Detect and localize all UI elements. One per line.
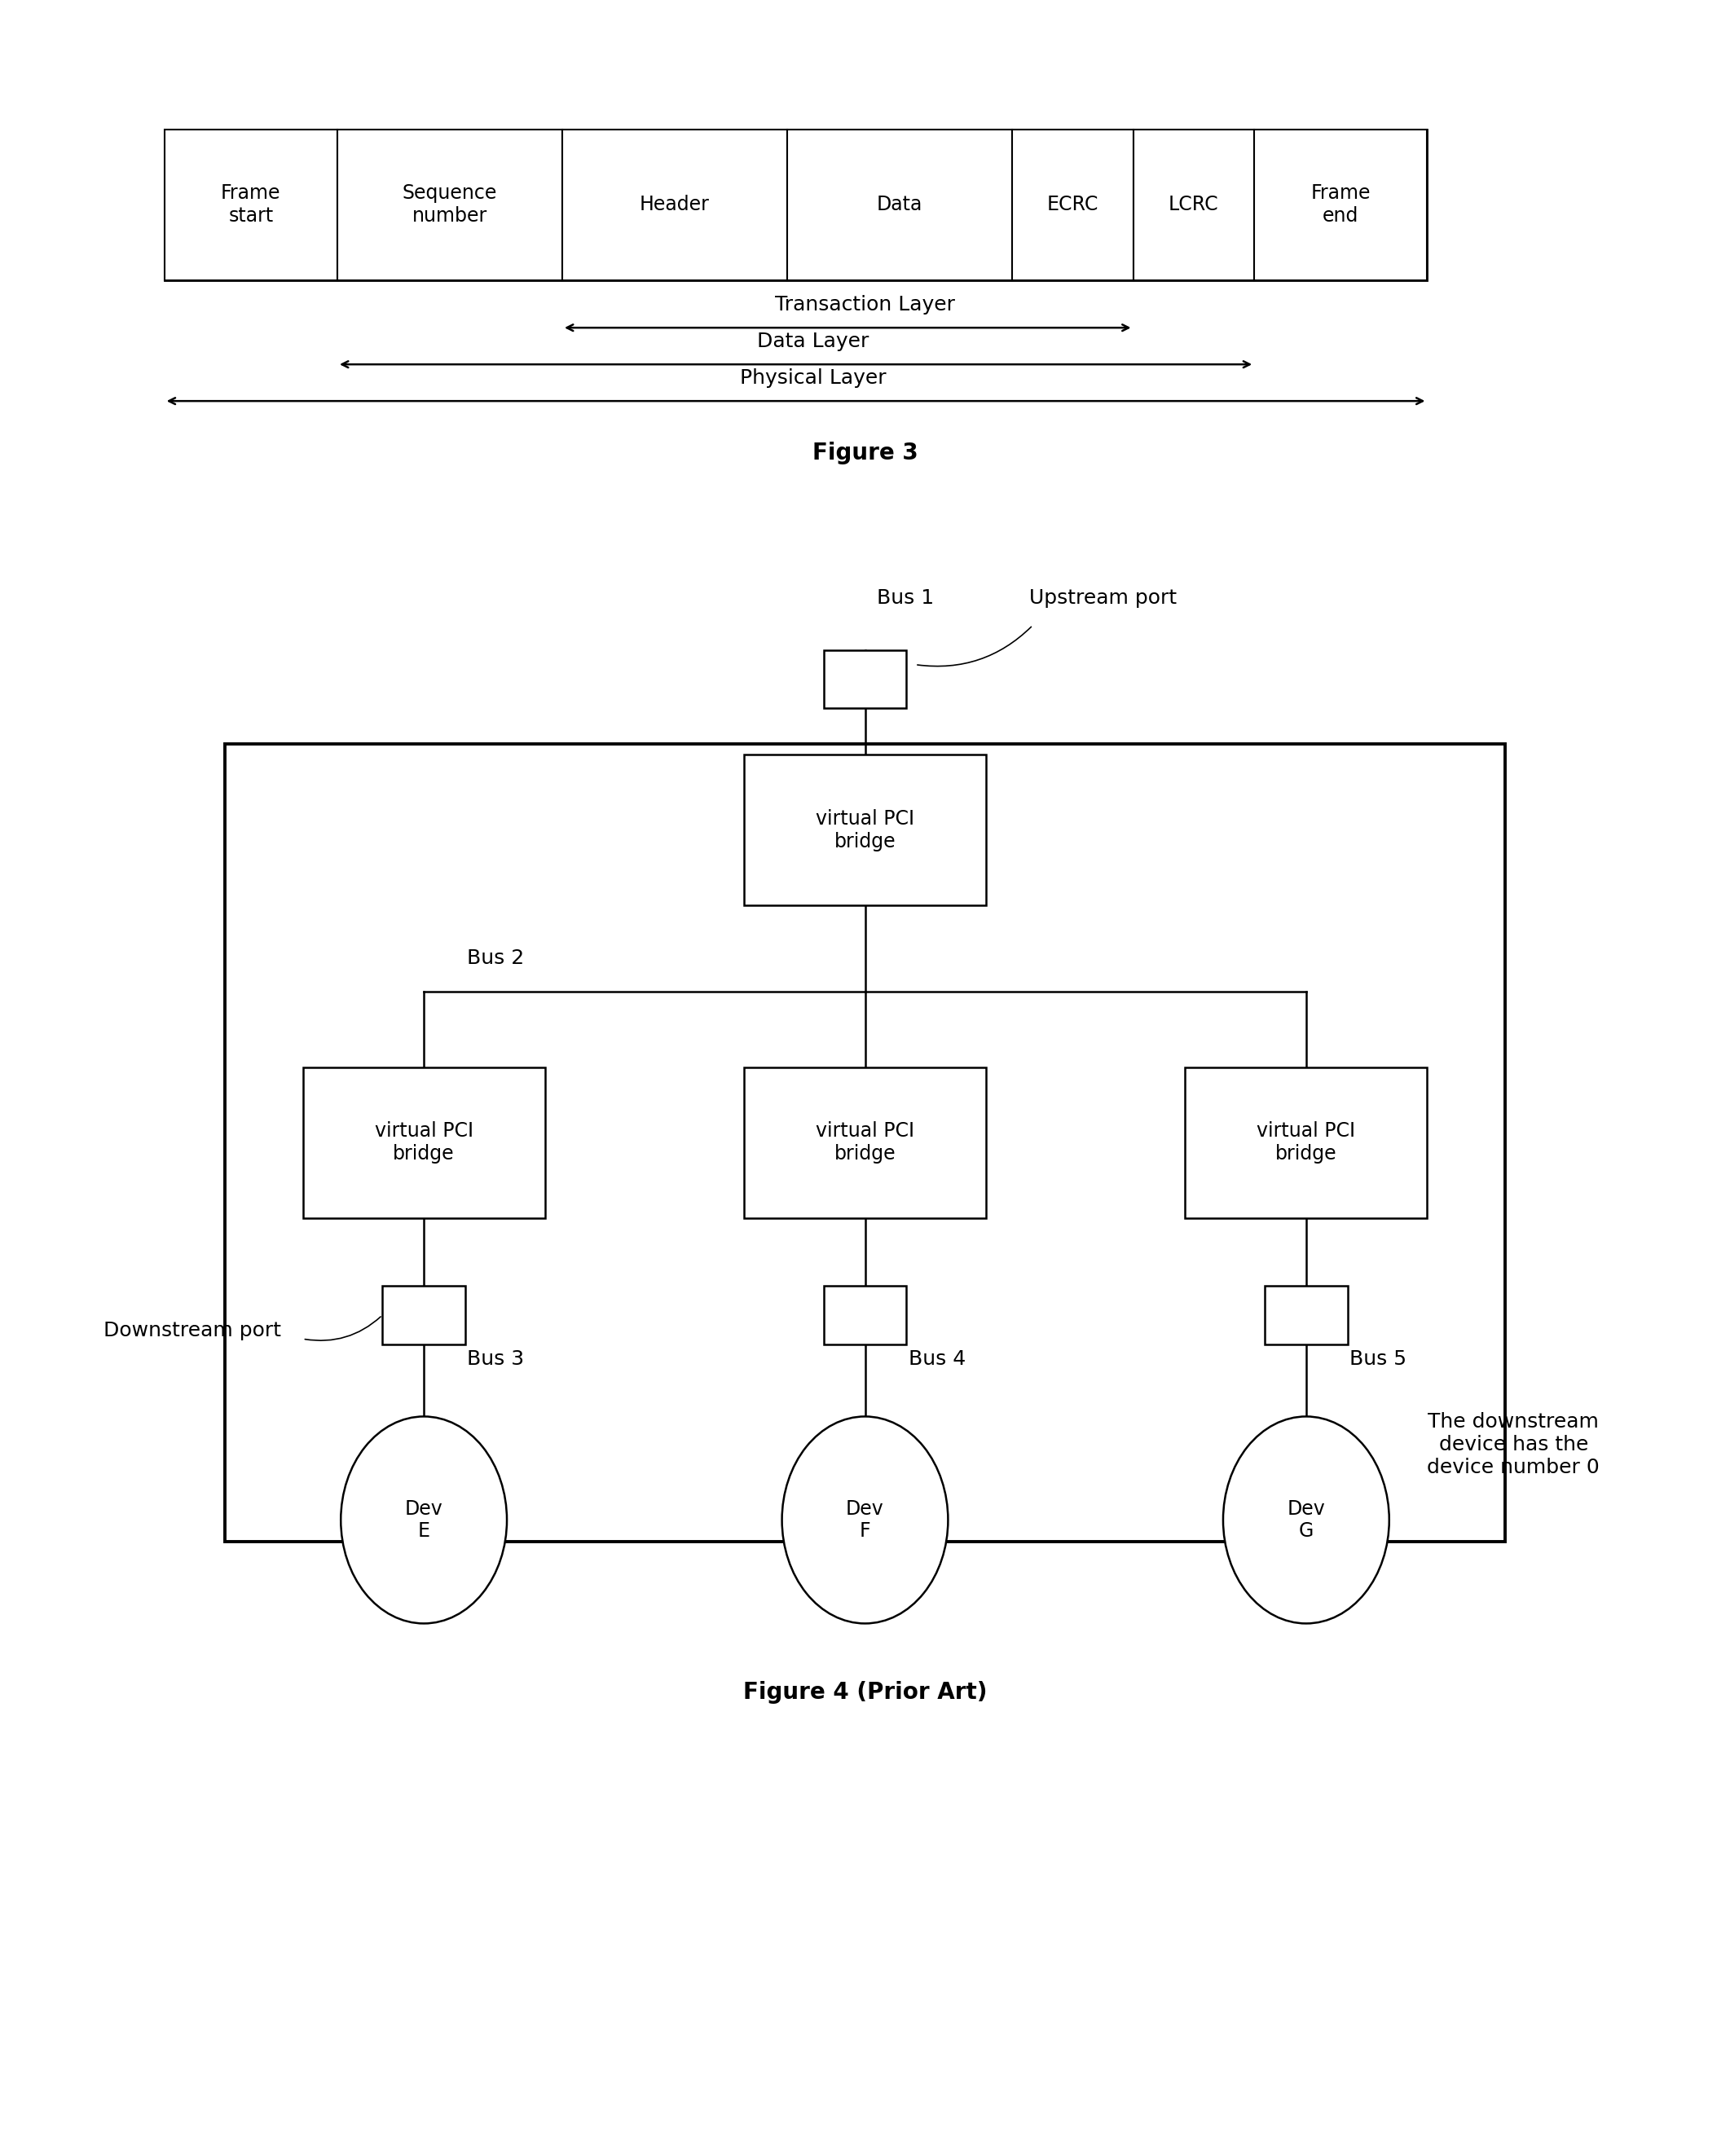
- Text: Figure 3: Figure 3: [811, 442, 919, 464]
- Text: Dev
G: Dev G: [1287, 1498, 1325, 1542]
- Bar: [787, 129, 1012, 280]
- Bar: [823, 1285, 907, 1345]
- Bar: [225, 744, 1505, 1542]
- Circle shape: [1223, 1416, 1389, 1623]
- Bar: [823, 649, 907, 707]
- Circle shape: [341, 1416, 507, 1623]
- Text: Frame
start: Frame start: [221, 183, 280, 226]
- Bar: [382, 1285, 465, 1345]
- Text: Downstream port: Downstream port: [104, 1319, 282, 1341]
- Bar: [164, 129, 337, 280]
- Text: Bus 4: Bus 4: [908, 1350, 965, 1369]
- Text: ECRC: ECRC: [1047, 194, 1099, 216]
- Text: virtual PCI
bridge: virtual PCI bridge: [1256, 1121, 1356, 1164]
- Text: LCRC: LCRC: [1168, 194, 1220, 216]
- Text: Bus 5: Bus 5: [1349, 1350, 1406, 1369]
- Bar: [303, 1067, 545, 1218]
- Text: Sequence
number: Sequence number: [403, 183, 497, 226]
- Text: Bus 1: Bus 1: [877, 589, 934, 608]
- Bar: [744, 1067, 986, 1218]
- Text: Physical Layer: Physical Layer: [740, 369, 886, 388]
- Bar: [1012, 129, 1133, 280]
- Text: Bus 3: Bus 3: [467, 1350, 524, 1369]
- Text: virtual PCI
bridge: virtual PCI bridge: [374, 1121, 474, 1164]
- Text: Figure 4 (Prior Art): Figure 4 (Prior Art): [742, 1682, 988, 1703]
- Bar: [562, 129, 787, 280]
- Text: Frame
end: Frame end: [1311, 183, 1370, 226]
- Text: Upstream port: Upstream port: [1029, 589, 1176, 608]
- Text: Data: Data: [877, 194, 922, 216]
- Text: Header: Header: [640, 194, 709, 216]
- Text: Dev
E: Dev E: [405, 1498, 443, 1542]
- Text: virtual PCI
bridge: virtual PCI bridge: [815, 1121, 915, 1164]
- Bar: [1133, 129, 1254, 280]
- Bar: [1265, 1285, 1348, 1345]
- Text: Dev
F: Dev F: [846, 1498, 884, 1542]
- Circle shape: [782, 1416, 948, 1623]
- Bar: [744, 755, 986, 906]
- Bar: [1185, 1067, 1427, 1218]
- Text: The downstream
device has the
device number 0: The downstream device has the device num…: [1427, 1412, 1600, 1477]
- Text: Bus 2: Bus 2: [467, 949, 524, 968]
- Text: Transaction Layer: Transaction Layer: [775, 295, 955, 315]
- Text: Data Layer: Data Layer: [758, 332, 868, 351]
- Text: virtual PCI
bridge: virtual PCI bridge: [815, 808, 915, 852]
- Bar: [164, 129, 1427, 280]
- Bar: [1254, 129, 1427, 280]
- Bar: [337, 129, 562, 280]
